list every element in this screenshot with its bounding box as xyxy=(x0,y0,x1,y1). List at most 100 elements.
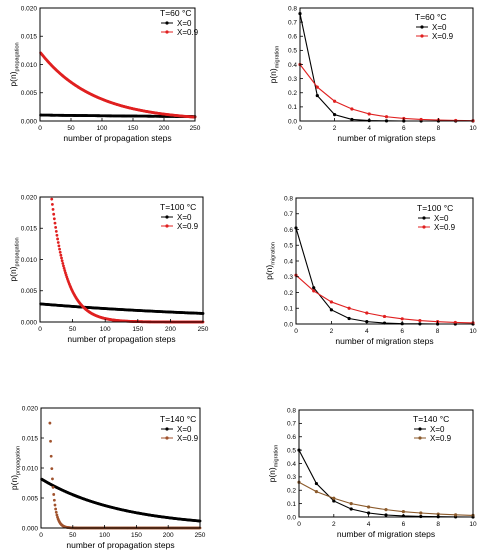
data-point xyxy=(312,289,316,293)
y-tick-label: 0.0 xyxy=(287,514,296,521)
legend-title: T=60 °C xyxy=(415,12,447,22)
legend-entry-label: X=0.9 xyxy=(432,32,454,41)
x-tick-label: 200 xyxy=(159,125,170,132)
series-x0 xyxy=(40,477,202,523)
y-tick-label: 0.7 xyxy=(284,211,293,218)
x-tick-label: 6 xyxy=(402,521,406,528)
x-tick-label: 0 xyxy=(39,532,43,539)
x-tick-label: 4 xyxy=(367,521,371,528)
x-tick-label: 0 xyxy=(298,125,302,132)
data-point xyxy=(332,499,336,503)
x-tick-label: 4 xyxy=(367,125,371,132)
y-tick-label: 0.005 xyxy=(21,288,38,295)
y-tick-label: 0.015 xyxy=(21,34,38,41)
data-point xyxy=(51,486,55,489)
legend-swatch-marker xyxy=(165,436,169,440)
data-point xyxy=(382,314,387,319)
chart-panel-6: 0 2 4 6 8 10 0.0 0.1 0.2 0.3 0.4 0.5 0.6 0.7 0.8 number… xyxy=(267,407,477,539)
data-point xyxy=(314,481,318,486)
legend-entry-label: X=0 xyxy=(177,213,192,222)
y-axis-label: p(n)propagation xyxy=(8,237,21,281)
y-tick-label: 0.3 xyxy=(284,274,293,281)
y-tick-label: 0.5 xyxy=(284,243,293,250)
chart-panel-2: 0 2 4 6 8 10 0.0 0.1 0.2 0.3 0.4 0.5 0.6 0.7 0.8 number… xyxy=(268,5,477,143)
data-point xyxy=(347,316,351,321)
data-point xyxy=(401,510,405,514)
x-tick-label: 2 xyxy=(333,125,337,132)
data-point xyxy=(60,256,63,260)
y-tick-label: 0.010 xyxy=(21,62,38,69)
data-point xyxy=(315,93,319,98)
data-point xyxy=(55,513,59,517)
series-line xyxy=(295,227,473,325)
y-tick-label: 0.2 xyxy=(288,90,297,97)
y-tick-label: 0.010 xyxy=(22,465,39,472)
data-point xyxy=(384,508,388,512)
data-point xyxy=(350,117,354,122)
x-axis-label: number of migration steps xyxy=(335,336,433,346)
x-tick-label: 250 xyxy=(198,326,209,333)
y-tick-label: 0.1 xyxy=(287,501,296,508)
series-x09 xyxy=(294,273,475,325)
y-tick-label: 0.8 xyxy=(288,5,297,12)
legend-swatch-marker xyxy=(165,30,169,34)
y-tick-label: 0.2 xyxy=(287,488,296,495)
data-point xyxy=(453,320,457,325)
series-x0 xyxy=(39,302,205,315)
data-point xyxy=(384,115,389,119)
legend-entry-label: X=0 xyxy=(177,425,192,434)
legend-swatch-marker xyxy=(420,25,424,29)
x-tick-label: 8 xyxy=(436,328,440,335)
data-point xyxy=(62,264,65,268)
y-tick-label: 0.7 xyxy=(287,421,296,428)
x-tick-label: 100 xyxy=(99,532,110,539)
data-point xyxy=(56,241,60,244)
y-tick-label: 0.5 xyxy=(287,447,296,454)
x-tick-label: 8 xyxy=(436,521,440,528)
y-tick-label: 0.005 xyxy=(22,495,39,502)
data-point xyxy=(60,259,64,263)
y-tick-label: 0.6 xyxy=(284,227,293,234)
data-point xyxy=(384,513,388,517)
x-tick-label: 10 xyxy=(469,521,477,528)
data-point xyxy=(55,233,59,237)
x-tick-label: 250 xyxy=(190,125,201,132)
data-point xyxy=(454,118,458,123)
legend-entry-label: X=0.9 xyxy=(434,223,456,232)
x-axis-label: number of propagation steps xyxy=(63,133,171,143)
x-axis-label: number of migration steps xyxy=(337,529,435,539)
data-point xyxy=(52,217,56,221)
legend-swatch-marker xyxy=(165,224,169,228)
data-point xyxy=(54,225,58,229)
data-point xyxy=(367,511,371,515)
legend-swatch-marker xyxy=(418,427,422,431)
x-tick-label: 150 xyxy=(132,326,143,333)
y-tick-label: 0.7 xyxy=(288,19,297,26)
data-point xyxy=(49,454,53,458)
x-tick-label: 250 xyxy=(195,532,206,539)
y-axis-label: p(n)migration xyxy=(268,46,281,84)
x-tick-label: 0 xyxy=(38,125,42,132)
y-tick-label: 0.020 xyxy=(22,405,39,412)
x-axis-label: number of propagation steps xyxy=(67,334,175,344)
data-point xyxy=(49,439,52,443)
series-x09 xyxy=(298,62,475,123)
legend: T=60 °CX=0X=0.9 xyxy=(415,12,454,41)
data-point xyxy=(329,300,333,304)
legend-entry-label: X=0 xyxy=(432,23,447,32)
legend-entry-label: X=0.9 xyxy=(177,222,199,231)
y-tick-label: 0.015 xyxy=(21,226,38,233)
x-tick-label: 0 xyxy=(297,521,301,528)
y-tick-label: 0.2 xyxy=(284,290,293,297)
chart-panel-4: 0 2 4 6 8 10 0.0 0.1 0.2 0.3 0.4 0.5 0.6 0.7 0.8 number… xyxy=(264,195,477,346)
x-tick-label: 150 xyxy=(131,532,142,539)
legend-swatch-marker xyxy=(165,427,169,431)
series-x09 xyxy=(39,51,197,119)
data-point xyxy=(50,203,54,206)
x-tick-label: 100 xyxy=(97,125,108,132)
legend-entry-label: X=0 xyxy=(177,19,192,28)
legend: T=140 °CX=0X=0.9 xyxy=(413,414,452,443)
plot-frame xyxy=(299,7,474,122)
data-point xyxy=(314,489,318,494)
